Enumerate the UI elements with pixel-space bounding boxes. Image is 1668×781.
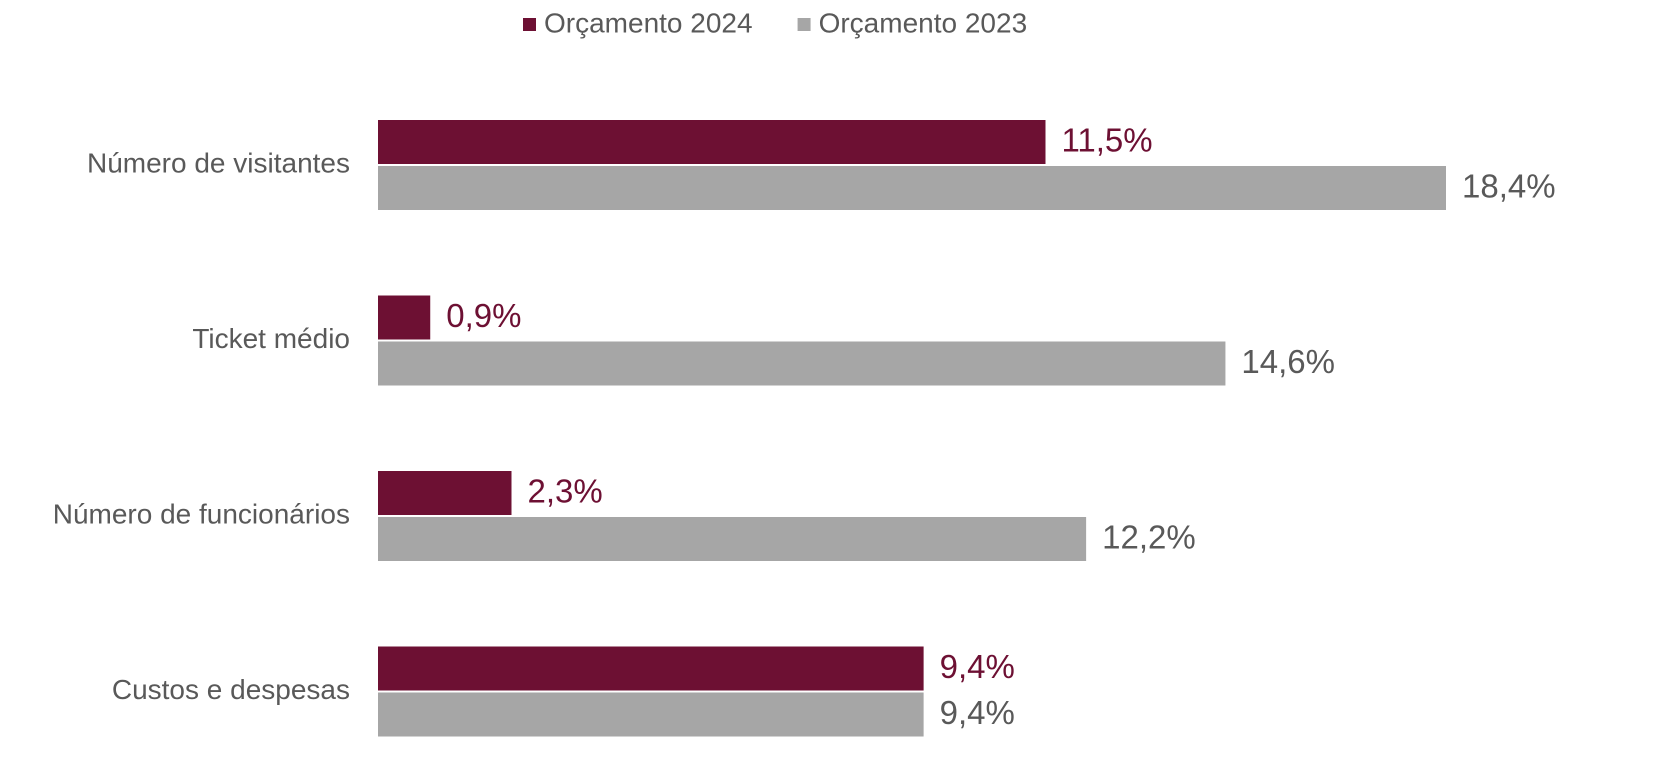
- bar: [378, 692, 924, 737]
- category-label: Custos e despesas: [112, 674, 350, 705]
- bar: [378, 295, 431, 340]
- value-label: 9,4%: [940, 648, 1015, 685]
- value-label: 18,4%: [1462, 168, 1556, 205]
- bar: [378, 120, 1046, 164]
- value-label: 0,9%: [446, 297, 521, 334]
- value-label: 14,6%: [1241, 343, 1335, 380]
- legend-label: Orçamento 2023: [819, 7, 1028, 38]
- bar: [378, 517, 1087, 561]
- legend-swatch: [797, 18, 811, 31]
- legend-swatch: [523, 18, 536, 31]
- category-label: Número de funcionários: [53, 498, 350, 529]
- value-label: 9,4%: [940, 694, 1015, 731]
- bar: [378, 166, 1446, 210]
- bar: [378, 341, 1226, 386]
- category-label: Ticket médio: [192, 323, 350, 354]
- legend-label: Orçamento 2024: [544, 7, 753, 38]
- category-label: Número de visitantes: [87, 147, 350, 178]
- bar: [378, 646, 924, 691]
- value-label: 12,2%: [1102, 519, 1196, 556]
- value-label: 11,5%: [1062, 122, 1153, 159]
- bar: [378, 471, 512, 515]
- value-label: 2,3%: [528, 473, 603, 510]
